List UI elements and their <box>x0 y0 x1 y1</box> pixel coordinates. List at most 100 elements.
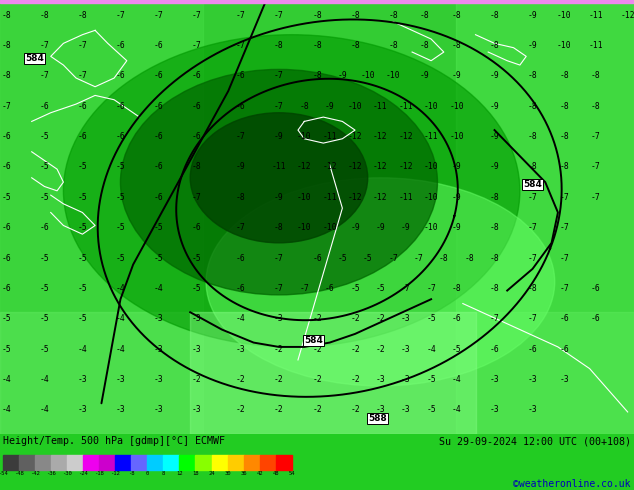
Text: -10: -10 <box>297 193 312 202</box>
Text: -10: -10 <box>449 102 464 111</box>
Text: -7: -7 <box>274 11 284 20</box>
Bar <box>179 455 195 470</box>
Text: -7: -7 <box>191 11 202 20</box>
Text: 588: 588 <box>368 414 387 423</box>
Text: -2: -2 <box>312 405 322 415</box>
Text: -11: -11 <box>271 163 287 172</box>
Text: -6: -6 <box>153 132 164 141</box>
Text: -2: -2 <box>350 314 360 323</box>
Text: -2: -2 <box>375 314 385 323</box>
Text: -6: -6 <box>77 102 87 111</box>
Ellipse shape <box>190 113 368 243</box>
Text: -3: -3 <box>375 375 385 384</box>
Text: -8: -8 <box>350 11 360 20</box>
Text: -8: -8 <box>350 41 360 50</box>
Text: -6: -6 <box>153 102 164 111</box>
Text: -3: -3 <box>489 375 500 384</box>
Text: -12: -12 <box>373 193 388 202</box>
Text: -7: -7 <box>236 132 246 141</box>
Bar <box>164 455 179 470</box>
Text: -8: -8 <box>527 284 538 293</box>
Text: -7: -7 <box>191 193 202 202</box>
Text: -8: -8 <box>77 11 87 20</box>
Text: -6: -6 <box>312 253 322 263</box>
Text: -7: -7 <box>191 41 202 50</box>
Text: 12: 12 <box>176 471 183 476</box>
Text: -7: -7 <box>236 11 246 20</box>
Text: -8: -8 <box>527 102 538 111</box>
Text: -6: -6 <box>115 102 126 111</box>
Text: -7: -7 <box>77 72 87 80</box>
Text: -3: -3 <box>401 405 411 415</box>
Text: -6: -6 <box>115 132 126 141</box>
Text: 584: 584 <box>523 180 542 189</box>
Text: -8: -8 <box>559 132 569 141</box>
Text: -12: -12 <box>297 163 312 172</box>
Text: -6: -6 <box>1 253 11 263</box>
Text: 18: 18 <box>192 471 198 476</box>
Text: -5: -5 <box>77 163 87 172</box>
Text: -6: -6 <box>1 132 11 141</box>
Text: -12: -12 <box>347 163 363 172</box>
Text: -5: -5 <box>39 284 49 293</box>
Text: -2: -2 <box>312 314 322 323</box>
Bar <box>456 0 634 434</box>
Text: -2: -2 <box>350 344 360 354</box>
Text: -7: -7 <box>401 284 411 293</box>
Text: -8: -8 <box>489 253 500 263</box>
Text: -8: -8 <box>299 102 309 111</box>
Text: 42: 42 <box>256 471 263 476</box>
Text: -5: -5 <box>39 132 49 141</box>
Text: -7: -7 <box>527 253 538 263</box>
Text: -8: -8 <box>451 284 462 293</box>
Text: -8: -8 <box>274 41 284 50</box>
Text: -9: -9 <box>489 102 500 111</box>
Text: -5: -5 <box>363 253 373 263</box>
Text: -8: -8 <box>489 193 500 202</box>
Text: -6: -6 <box>39 223 49 232</box>
Text: -4: -4 <box>1 405 11 415</box>
Text: -3: -3 <box>274 314 284 323</box>
Text: -5: -5 <box>426 405 436 415</box>
Text: -7: -7 <box>39 41 49 50</box>
Text: -6: -6 <box>39 102 49 111</box>
Text: -5: -5 <box>115 223 126 232</box>
Text: -3: -3 <box>527 375 538 384</box>
Text: -5: -5 <box>115 163 126 172</box>
Text: -9: -9 <box>527 41 538 50</box>
Text: -7: -7 <box>236 41 246 50</box>
Text: -7: -7 <box>527 223 538 232</box>
Text: -7: -7 <box>591 132 601 141</box>
Text: -2: -2 <box>350 405 360 415</box>
Text: -3: -3 <box>77 405 87 415</box>
Bar <box>243 455 259 470</box>
Text: -5: -5 <box>375 284 385 293</box>
Text: -11: -11 <box>322 193 337 202</box>
Text: -3: -3 <box>191 314 202 323</box>
Text: -3: -3 <box>77 375 87 384</box>
Text: -12: -12 <box>110 471 120 476</box>
Text: -9: -9 <box>451 72 462 80</box>
Text: -5: -5 <box>77 223 87 232</box>
Text: -2: -2 <box>274 344 284 354</box>
Text: -3: -3 <box>153 375 164 384</box>
Text: -2: -2 <box>375 344 385 354</box>
Text: -6: -6 <box>236 72 246 80</box>
Text: -10: -10 <box>424 102 439 111</box>
Text: -7: -7 <box>274 72 284 80</box>
Text: -8: -8 <box>464 253 474 263</box>
Text: -9: -9 <box>489 163 500 172</box>
Text: -2: -2 <box>274 375 284 384</box>
Text: -8: -8 <box>489 284 500 293</box>
Text: -9: -9 <box>375 223 385 232</box>
Text: -11: -11 <box>398 102 413 111</box>
Text: -2: -2 <box>312 375 322 384</box>
Text: -4: -4 <box>115 284 126 293</box>
Text: -9: -9 <box>236 163 246 172</box>
Bar <box>131 455 147 470</box>
Text: -12: -12 <box>620 11 634 20</box>
Text: 584: 584 <box>25 54 44 63</box>
Text: -11: -11 <box>588 41 604 50</box>
Text: -3: -3 <box>401 375 411 384</box>
Text: -6: -6 <box>191 72 202 80</box>
